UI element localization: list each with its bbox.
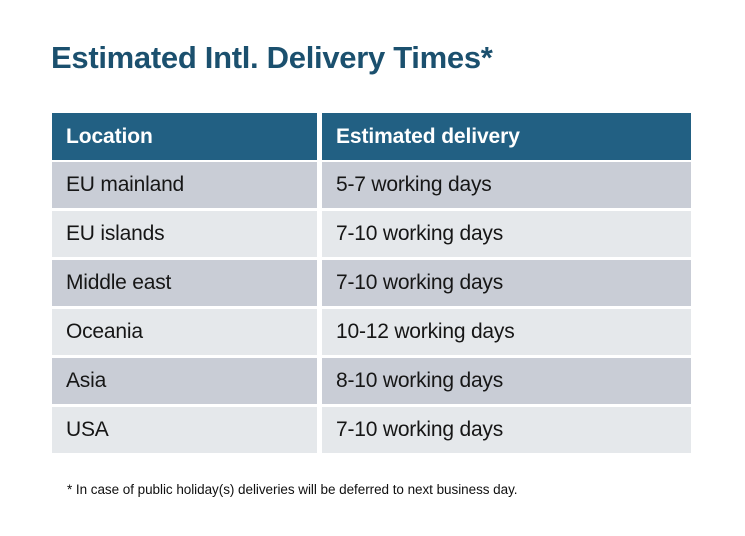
cell-estimated-delivery: 7-10 working days bbox=[322, 407, 691, 453]
column-divider bbox=[317, 113, 322, 160]
cell-location: Oceania bbox=[52, 309, 317, 355]
table-header-row: Location Estimated delivery bbox=[52, 113, 691, 160]
table-row: Oceania 10-12 working days bbox=[52, 309, 691, 355]
column-divider bbox=[317, 162, 322, 208]
cell-estimated-delivery: 10-12 working days bbox=[322, 309, 691, 355]
cell-location: EU islands bbox=[52, 211, 317, 257]
column-divider bbox=[317, 358, 322, 404]
cell-estimated-delivery: 7-10 working days bbox=[322, 260, 691, 306]
column-divider bbox=[317, 211, 322, 257]
cell-location: Middle east bbox=[52, 260, 317, 306]
cell-location: Asia bbox=[52, 358, 317, 404]
table-row: Asia 8-10 working days bbox=[52, 358, 691, 404]
cell-estimated-delivery: 8-10 working days bbox=[322, 358, 691, 404]
cell-location: USA bbox=[52, 407, 317, 453]
table-row: EU islands 7-10 working days bbox=[52, 211, 691, 257]
column-divider bbox=[317, 260, 322, 306]
column-divider bbox=[317, 309, 322, 355]
footnote-text: * In case of public holiday(s) deliverie… bbox=[67, 482, 518, 497]
page-title: Estimated Intl. Delivery Times* bbox=[51, 40, 493, 75]
cell-estimated-delivery: 7-10 working days bbox=[322, 211, 691, 257]
table-row: Middle east 7-10 working days bbox=[52, 260, 691, 306]
column-header-estimated-delivery: Estimated delivery bbox=[322, 113, 691, 160]
cell-location: EU mainland bbox=[52, 162, 317, 208]
table-row: EU mainland 5-7 working days bbox=[52, 162, 691, 208]
column-header-location: Location bbox=[52, 113, 317, 160]
table-row: USA 7-10 working days bbox=[52, 407, 691, 453]
cell-estimated-delivery: 5-7 working days bbox=[322, 162, 691, 208]
column-divider bbox=[317, 407, 322, 453]
